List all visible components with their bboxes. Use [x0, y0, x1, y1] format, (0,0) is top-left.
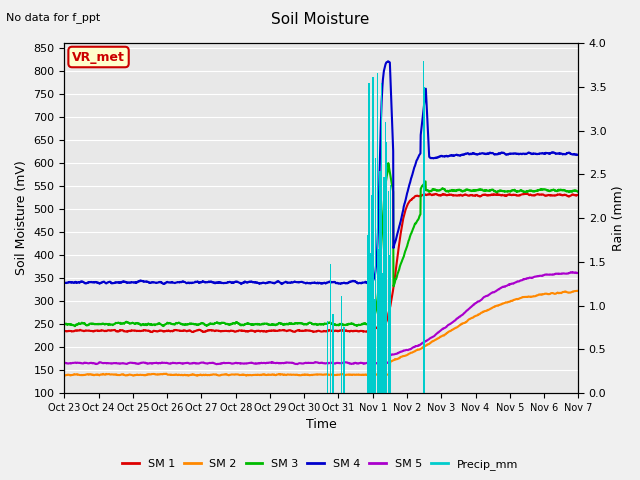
SM 1 [465, 193, 473, 199]
SM 1 [310, 329, 318, 335]
SM 3 [61, 321, 68, 327]
SM 4 [384, 59, 392, 64]
Bar [340, 296, 342, 393]
SM 2 [297, 372, 305, 378]
Bar [389, 255, 390, 393]
Bar [375, 158, 376, 393]
SM 3 [297, 320, 305, 326]
Bar [424, 87, 426, 393]
SM 5 [559, 271, 567, 276]
SM 1 [87, 328, 95, 334]
SM 5 [575, 270, 582, 276]
Bar [383, 177, 385, 393]
SM 4 [575, 152, 582, 157]
SM 5 [465, 306, 473, 312]
SM 2 [559, 289, 567, 295]
Bar [386, 142, 387, 393]
SM 2 [87, 372, 95, 377]
Bar [332, 314, 333, 393]
Y-axis label: Rain (mm): Rain (mm) [612, 185, 625, 251]
SM 4 [466, 151, 474, 157]
Bar [390, 185, 392, 393]
SM 3 [575, 189, 582, 195]
SM 1 [61, 328, 68, 334]
Text: Soil Moisture: Soil Moisture [271, 12, 369, 27]
SM 1 [560, 192, 568, 198]
SM 2 [575, 288, 582, 294]
Bar [376, 73, 378, 393]
SM 1 [521, 191, 529, 196]
Line: SM 1: SM 1 [65, 193, 579, 332]
Legend: SM 1, SM 2, SM 3, SM 4, SM 5, Precip_mm: SM 1, SM 2, SM 3, SM 4, SM 5, Precip_mm [118, 455, 522, 474]
Bar [372, 77, 374, 393]
SM 3 [71, 323, 79, 329]
SM 1 [148, 329, 156, 335]
SM 5 [310, 360, 318, 365]
Line: SM 5: SM 5 [65, 272, 579, 364]
SM 3 [466, 188, 474, 193]
SM 5 [212, 361, 220, 367]
SM 2 [61, 372, 68, 378]
SM 2 [465, 316, 473, 322]
SM 2 [366, 373, 374, 379]
Bar [367, 235, 368, 393]
Bar [423, 60, 424, 393]
Line: SM 3: SM 3 [65, 163, 579, 326]
SM 1 [575, 192, 582, 198]
Bar [343, 327, 344, 393]
Line: SM 2: SM 2 [65, 291, 579, 376]
SM 4 [237, 281, 245, 287]
SM 1 [560, 192, 568, 198]
SM 4 [61, 280, 68, 286]
Bar [380, 171, 381, 393]
SM 4 [87, 279, 95, 285]
SM 3 [87, 321, 95, 326]
Y-axis label: Soil Moisture (mV): Soil Moisture (mV) [15, 161, 28, 276]
SM 5 [87, 360, 95, 366]
Bar [374, 300, 375, 393]
SM 4 [560, 151, 568, 157]
SM 4 [297, 279, 305, 285]
Bar [381, 83, 382, 393]
Line: SM 4: SM 4 [65, 61, 579, 284]
X-axis label: Time: Time [306, 419, 337, 432]
SM 2 [310, 372, 318, 378]
Bar [370, 253, 371, 393]
SM 5 [61, 360, 68, 366]
Text: No data for f_ppt: No data for f_ppt [6, 12, 100, 23]
SM 5 [297, 360, 305, 366]
SM 3 [385, 160, 392, 166]
SM 5 [560, 271, 568, 276]
SM 4 [310, 279, 318, 285]
SM 1 [297, 328, 305, 334]
Bar [382, 273, 383, 393]
SM 3 [560, 187, 568, 193]
Bar [378, 249, 379, 393]
SM 4 [560, 151, 568, 157]
SM 3 [310, 322, 318, 327]
Bar [385, 121, 386, 393]
Bar [371, 195, 372, 393]
Bar [330, 264, 331, 393]
SM 3 [560, 187, 568, 193]
Text: VR_met: VR_met [72, 50, 125, 63]
SM 5 [569, 269, 577, 275]
Bar [327, 321, 328, 393]
SM 2 [560, 289, 568, 295]
